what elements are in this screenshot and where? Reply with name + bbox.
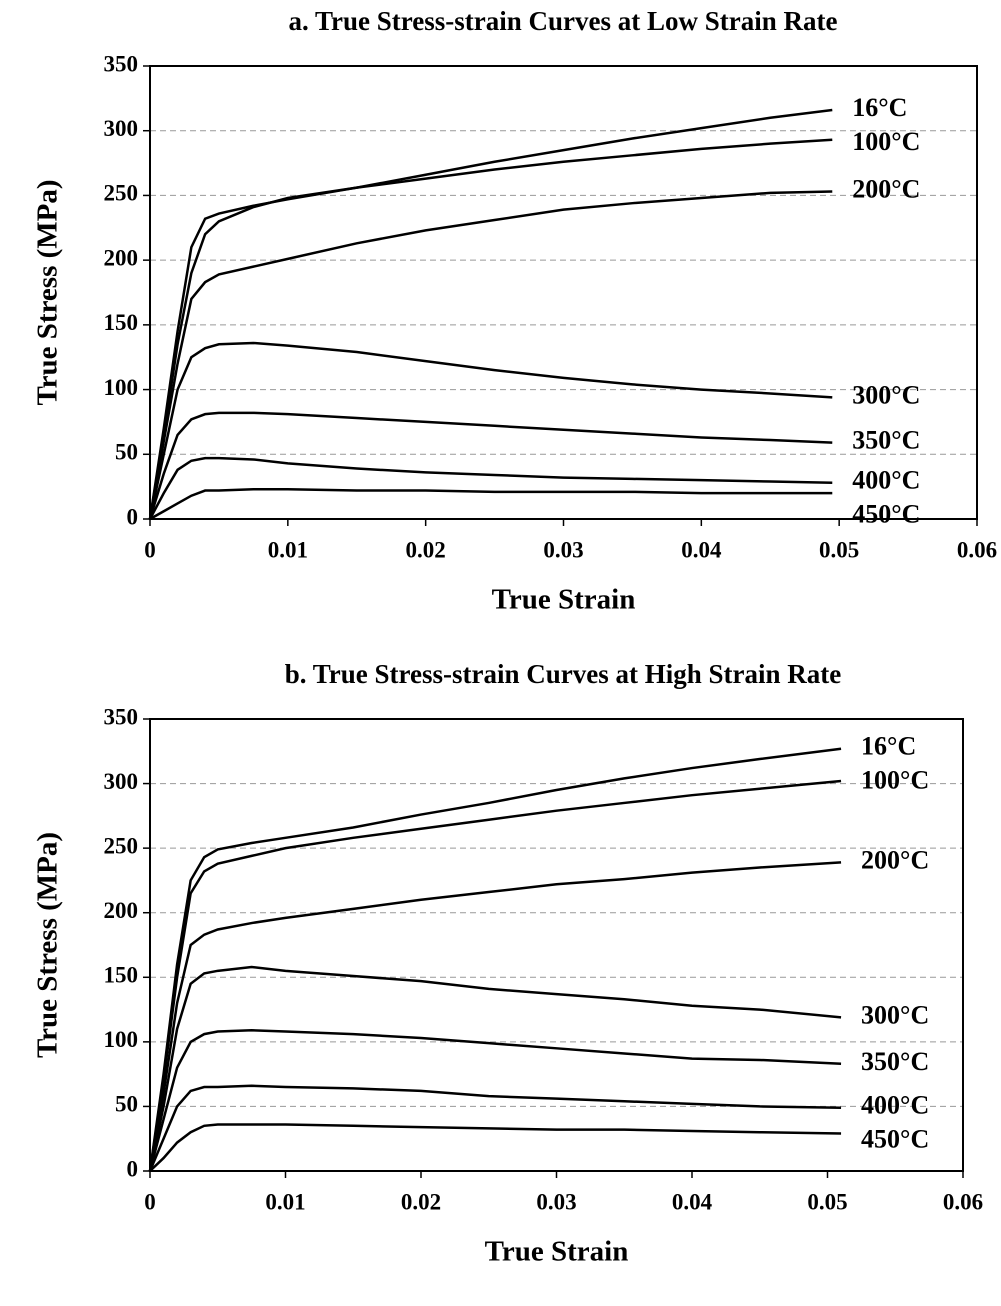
x-tick-label: 0.01 [265,1189,305,1214]
series-label: 350°C [852,426,920,455]
x-tick-label: 0.03 [543,537,583,562]
plot-frame [149,65,978,520]
y-tick-label: 200 [104,898,139,923]
y-tick-label: 300 [104,769,139,794]
x-tick-label: 0 [144,537,156,562]
x-tick-label: 0.03 [536,1189,576,1214]
y-axis-label: True Stress (MPa) [32,832,64,1058]
y-tick-label: 150 [104,310,139,335]
y-tick-label: 100 [104,375,139,400]
y-tick-label: 250 [104,833,139,858]
series-label: 300°C [861,1000,929,1029]
series-line [149,1123,842,1172]
y-tick-label: 350 [104,51,139,76]
series-line [148,1028,842,1172]
y-tick-label: 250 [104,181,139,206]
y-tick-label: 150 [104,963,139,988]
y-tick-label: 100 [104,1027,139,1052]
x-tick-label: 0.04 [672,1189,713,1214]
series-label: 200°C [852,175,920,204]
series-line [148,190,833,520]
x-axis-label: True Strain [485,1236,629,1268]
series-line [148,779,842,1172]
chart-title: b. True Stress-strain Curves at High Str… [285,659,842,689]
series-label: 350°C [861,1047,929,1076]
x-axis-label: True Strain [492,584,636,616]
series-label: 200°C [861,845,929,874]
series-label: 450°C [852,500,920,529]
x-tick-label: 0.06 [957,537,997,562]
x-tick-label: 0.02 [406,537,446,562]
series-line [148,861,842,1172]
series-label: 100°C [852,127,920,156]
series-line [148,1084,842,1172]
series-line [149,487,833,521]
y-tick-label: 0 [127,504,139,529]
y-tick-label: 50 [115,1092,138,1117]
y-tick-label: 350 [104,704,139,729]
y-tick-label: 300 [104,116,139,141]
series-label: 450°C [861,1125,929,1154]
y-tick-label: 200 [104,245,139,270]
series-line [148,411,833,520]
series-line [148,341,833,520]
series-label: 16°C [861,732,916,761]
series-line [148,456,833,520]
x-tick-label: 0.04 [681,537,722,562]
series-line [148,138,833,520]
series-line [148,965,842,1172]
series-label: 300°C [852,380,920,409]
y-tick-label: 0 [127,1156,139,1181]
x-tick-label: 0.05 [807,1189,847,1214]
x-tick-label: 0 [144,1189,156,1214]
x-tick-label: 0.05 [819,537,859,562]
series-label: 400°C [861,1091,929,1120]
x-tick-label: 0.06 [943,1189,983,1214]
y-tick-label: 50 [115,440,138,465]
series-label: 100°C [861,766,929,795]
series-label: 400°C [852,466,920,495]
chart-title: a. True Stress-strain Curves at Low Stra… [289,6,838,36]
x-tick-label: 0.02 [401,1189,441,1214]
series-label: 16°C [852,93,907,122]
plot-frame [149,718,964,1172]
y-axis-label: True Stress (MPa) [32,179,64,405]
series-line [148,108,833,520]
series-line [148,747,842,1172]
x-tick-label: 0.01 [268,537,308,562]
